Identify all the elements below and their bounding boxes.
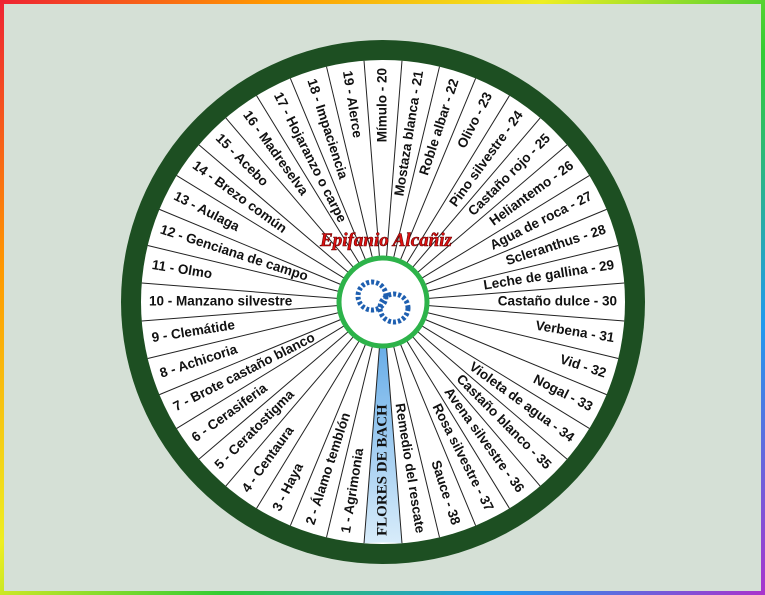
- spoke: [425, 319, 607, 396]
- spoke: [427, 245, 619, 292]
- spoke: [256, 95, 360, 264]
- spoke: [225, 336, 354, 487]
- segment-label: FLORES DE BACH: [374, 404, 390, 536]
- spoke: [393, 66, 440, 258]
- spoke: [421, 175, 590, 279]
- segment-label: Mímulo - 20: [375, 68, 390, 142]
- spoke: [400, 344, 477, 526]
- spoke: [147, 245, 339, 292]
- spoke: [421, 325, 590, 429]
- spoke: [326, 346, 373, 538]
- spoke: [363, 347, 380, 544]
- spokes: [141, 60, 625, 544]
- spoke: [406, 95, 510, 264]
- spoke: [256, 340, 360, 509]
- segment-label: Castaño dulce - 30: [498, 294, 617, 309]
- author: Epifanio Alcañiz: [319, 230, 452, 251]
- spoke: [141, 305, 338, 322]
- spoke: [412, 336, 541, 487]
- spoke: [363, 60, 380, 257]
- spoke: [147, 312, 339, 359]
- spoke: [428, 282, 625, 299]
- spoke: [198, 331, 349, 460]
- spoke: [412, 117, 541, 268]
- spoke: [427, 312, 619, 359]
- spoke: [326, 66, 373, 258]
- logo-swirl: [377, 291, 411, 325]
- spoke: [289, 78, 366, 260]
- spoke: [386, 347, 403, 544]
- spoke: [176, 175, 345, 279]
- spoke: [406, 340, 510, 509]
- spoke: [417, 144, 568, 273]
- spoke: [289, 344, 366, 526]
- spoke: [225, 117, 354, 268]
- spoke: [400, 78, 477, 260]
- spoke: [141, 282, 338, 299]
- spoke: [176, 325, 345, 429]
- spoke: [159, 319, 341, 396]
- title-strip: [364, 347, 402, 544]
- spoke: [198, 144, 349, 273]
- spoke: [386, 60, 403, 257]
- spoke: [159, 208, 341, 285]
- spoke: [428, 305, 625, 322]
- spoke: [393, 346, 440, 538]
- spoke: [417, 331, 568, 460]
- segment-label: 10 - Manzano silvestre: [149, 294, 293, 309]
- spoke: [425, 208, 607, 285]
